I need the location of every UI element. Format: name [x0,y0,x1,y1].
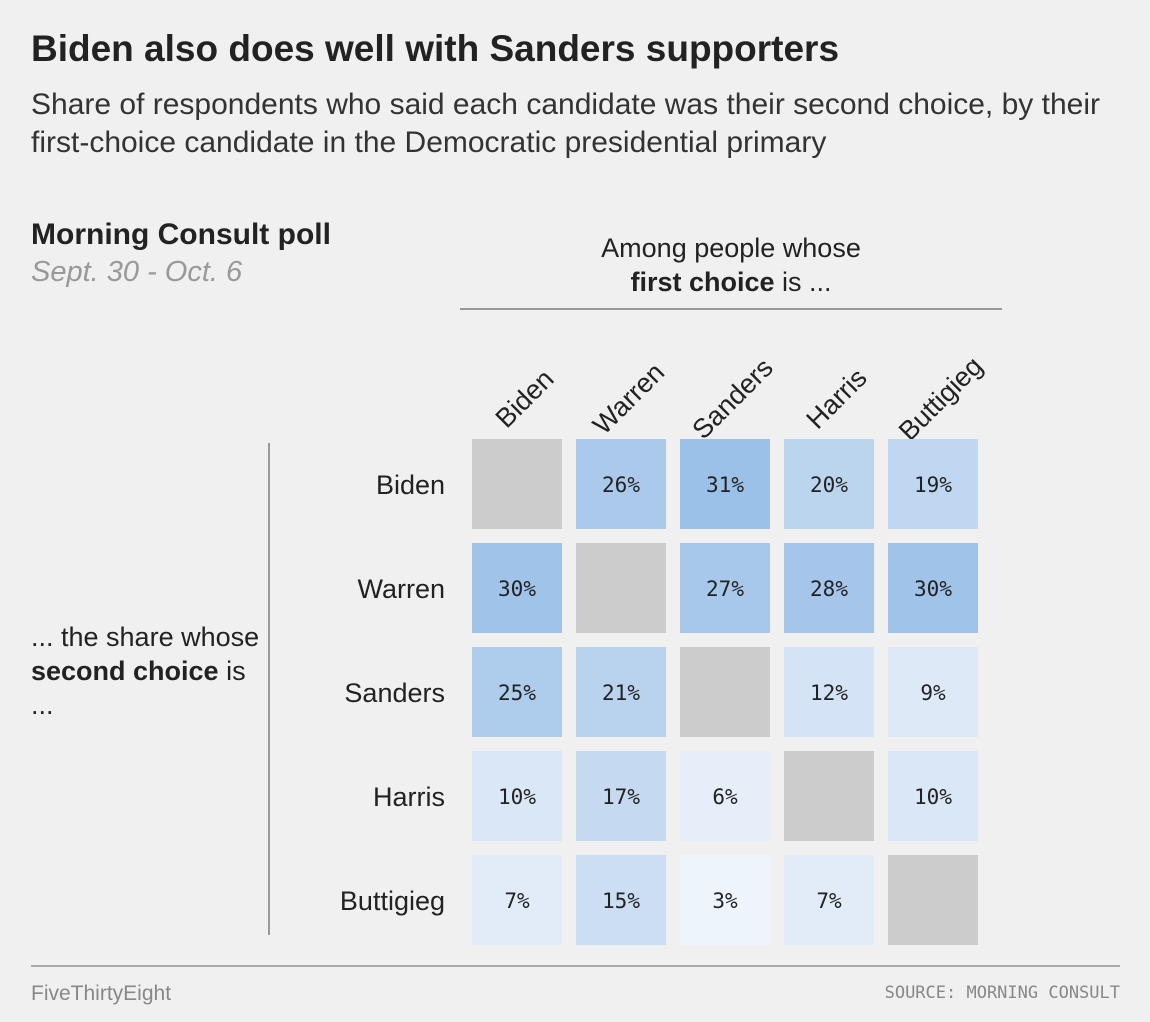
chart-title: Biden also does well with Sanders suppor… [31,28,840,69]
brand-logo-text: FiveThirtyEight [31,982,172,1005]
column-label-buttigieg: Buttigieg [893,351,989,447]
cell-value-buttigieg-warren: 15% [602,889,640,913]
row-header-line1: ... the share whose [31,622,260,652]
row-label-sanders: Sanders [344,678,445,708]
heatmap-cell-buttigieg-harris [784,855,874,945]
heatmap-cell-harris-buttigieg [888,751,978,841]
cell-value-buttigieg-sanders: 3% [712,889,738,913]
heatmap-cell-harris-sanders [680,751,770,841]
cell-value-buttigieg-biden: 7% [504,889,530,913]
cell-value-biden-buttigieg: 19% [914,473,952,497]
row-header-rest: is ... [31,656,246,720]
heatmap-cell-biden-buttigieg [888,439,978,529]
heatmap-cell-sanders-biden [472,647,562,737]
row-label-biden: Biden [376,470,445,500]
heatmap-cell-biden-harris [784,439,874,529]
cell-value-harris-warren: 17% [602,785,640,809]
column-label-harris: Harris [801,363,873,435]
heatmap-cell-buttigieg-warren [576,855,666,945]
column-label-biden: Biden [490,364,560,434]
column-axis-header: Among people whose first choice is ... [460,231,1002,299]
cell-value-harris-biden: 10% [498,785,536,809]
heatmap-cell-harris-biden [472,751,562,841]
column-header-rule [460,308,1002,310]
poll-dates: Sept. 30 - Oct. 6 [31,256,243,288]
cell-value-biden-sanders: 31% [706,473,744,497]
heatmap-cell-biden-sanders [680,439,770,529]
diagonal-cell-biden-biden [472,439,562,529]
diagonal-cell-warren-warren [576,543,666,633]
heatmap-cell-buttigieg-sanders [680,855,770,945]
diagonal-cell-buttigieg-buttigieg [888,855,978,945]
cell-value-harris-sanders: 6% [712,785,738,809]
column-label-warren: Warren [587,357,670,440]
heatmap-cell-sanders-buttigieg [888,647,978,737]
poll-name: Morning Consult poll [31,218,331,251]
cell-value-sanders-biden: 25% [498,681,536,705]
cell-value-sanders-buttigieg: 9% [920,681,946,705]
row-header-bold: second choice [31,656,219,686]
heatmap-cell-sanders-harris [784,647,874,737]
column-label-sanders: Sanders [686,352,778,444]
heatmap-cell-harris-warren [576,751,666,841]
column-header-line1: Among people whose [601,233,861,263]
source-note: SOURCE: MORNING CONSULT [884,983,1120,1003]
chart-subtitle: Share of respondents who said each candi… [31,88,1100,159]
footer-rule [31,965,1120,967]
heatmap-cell-biden-warren [576,439,666,529]
cell-value-biden-harris: 20% [810,473,848,497]
heatmap-cell-warren-sanders [680,543,770,633]
heatmap-cell-warren-harris [784,543,874,633]
cell-value-warren-buttigieg: 30% [914,577,952,601]
column-header-rest: is ... [774,267,832,297]
cell-value-sanders-harris: 12% [810,681,848,705]
heatmap-cell-warren-buttigieg [888,543,978,633]
cell-value-warren-biden: 30% [498,577,536,601]
row-label-harris: Harris [373,782,445,812]
cell-value-warren-harris: 28% [810,577,848,601]
column-header-bold: first choice [630,267,775,297]
heatmap-cell-sanders-warren [576,647,666,737]
cell-value-warren-sanders: 27% [706,577,744,601]
row-label-warren: Warren [357,574,445,604]
row-header-rule [268,443,270,935]
diagonal-cell-harris-harris [784,751,874,841]
diagonal-cell-sanders-sanders [680,647,770,737]
heatmap-cell-buttigieg-biden [472,855,562,945]
heatmap-cell-warren-biden [472,543,562,633]
row-axis-header: ... the share whose second choice is ... [31,620,261,722]
row-label-buttigieg: Buttigieg [340,886,445,916]
cell-value-buttigieg-harris: 7% [816,889,842,913]
cell-value-sanders-warren: 21% [602,681,640,705]
cell-value-harris-buttigieg: 10% [914,785,952,809]
cell-value-biden-warren: 26% [602,473,640,497]
